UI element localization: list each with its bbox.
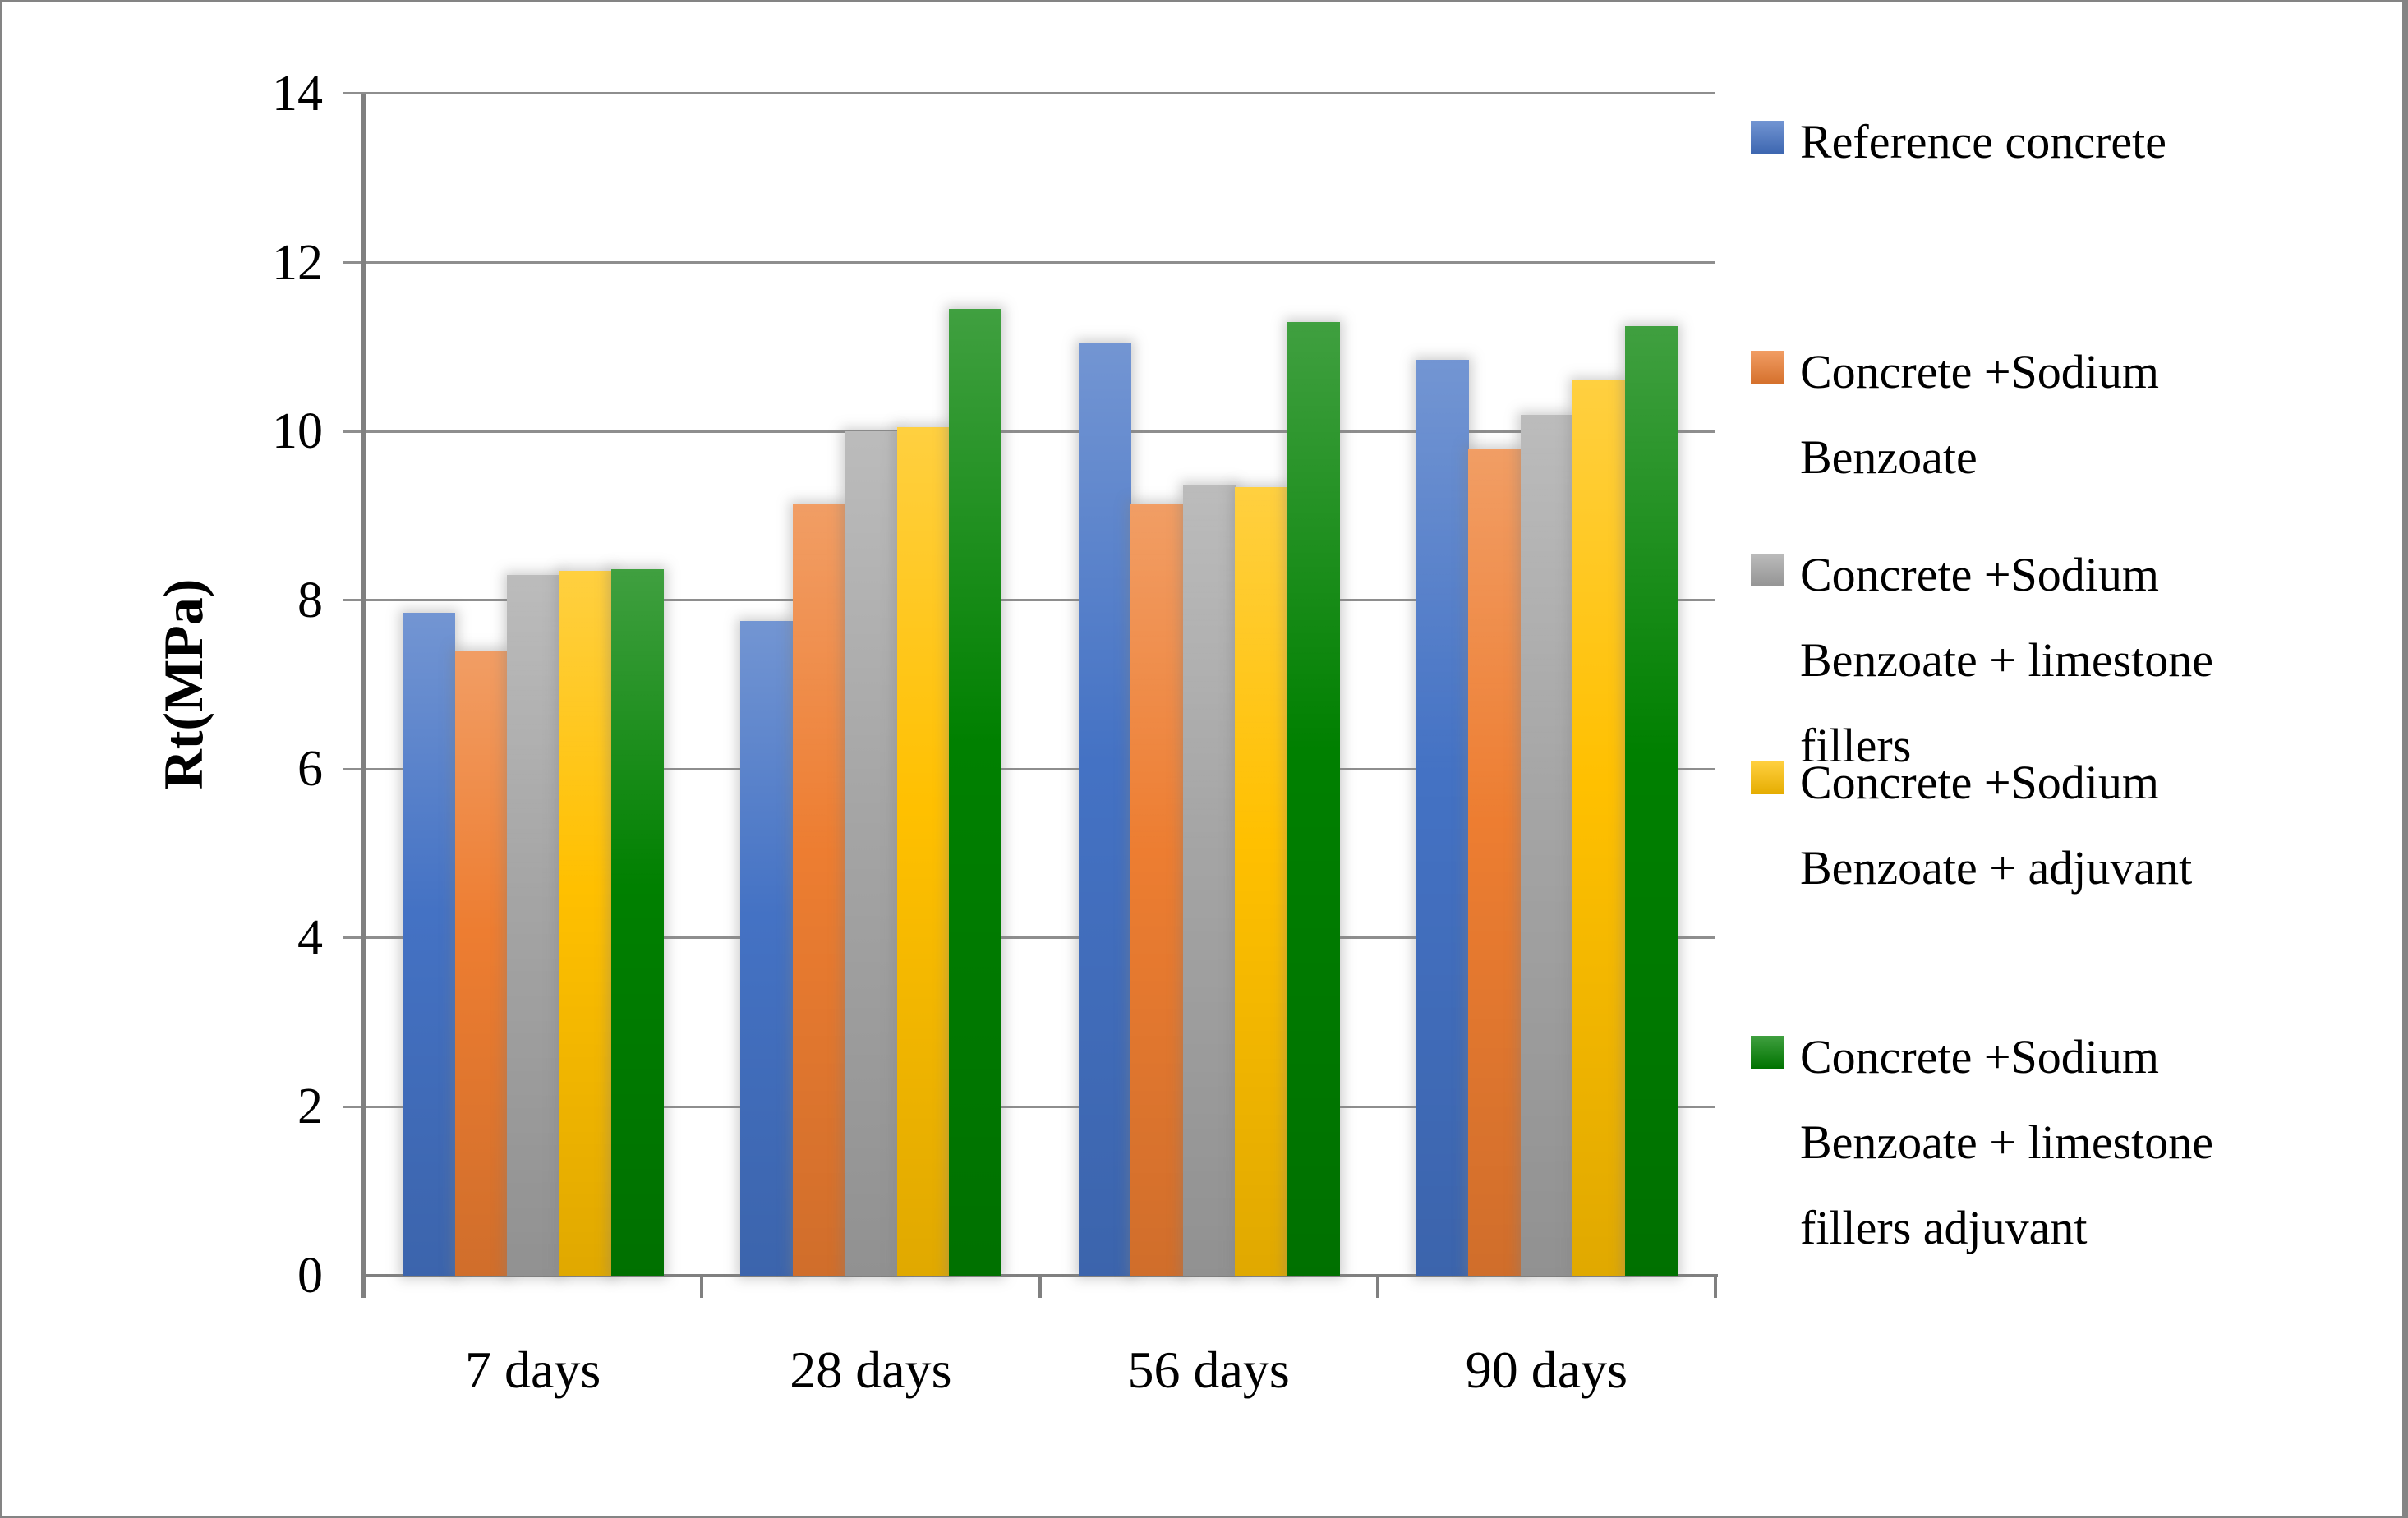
legend-label-series4: Concrete +Sodium Benzoate + adjuvant (1800, 740, 2392, 911)
legend-label-series3: Concrete +Sodium Benzoate + limestone fill… (1800, 532, 2392, 789)
legend-swatch-series5 (1751, 1036, 1784, 1069)
x-axis-tick (1375, 1276, 1379, 1298)
y-tick-label-14: 14 (272, 65, 323, 122)
y-tick-label-8: 8 (297, 572, 323, 628)
x-axis-tick (700, 1276, 704, 1298)
y-tick-label-6: 6 (297, 741, 323, 798)
gridline-6 (343, 767, 1715, 770)
x-axis-label-90-days: 90 days (1465, 1341, 1628, 1399)
gridline-4 (343, 936, 1715, 940)
y-axis-line (361, 93, 366, 1298)
x-axis-label-7-days: 7 days (464, 1341, 601, 1399)
legend-label-series1: Reference concrete (1800, 99, 2392, 185)
legend-label-line: Benzoate + adjuvant (1800, 841, 2193, 895)
y-tick-label-0: 0 (297, 1248, 323, 1304)
gridline-2 (343, 1105, 1715, 1108)
y-tick-label-2: 2 (297, 1079, 323, 1135)
legend-label-line: Reference concrete (1800, 115, 2166, 168)
legend-swatch-series3 (1751, 554, 1784, 586)
legend-label-line: Concrete +Sodium (1800, 756, 2160, 809)
legend-swatch-series2 (1751, 351, 1784, 384)
bar-series1-56-days (1078, 343, 1131, 1276)
bar-series2-28-days (792, 503, 845, 1276)
legend-label-line: Concrete +Sodium (1800, 548, 2160, 601)
gridline-8 (343, 599, 1715, 602)
bar-series1-7-days (403, 613, 455, 1276)
bar-series3-56-days (1182, 484, 1236, 1276)
bar-series1-90-days (1416, 359, 1469, 1276)
bar-series5-28-days (949, 309, 1002, 1276)
bar-series5-56-days (1287, 321, 1340, 1276)
bar-series3-90-days (1520, 414, 1573, 1276)
bar-series3-7-days (507, 574, 559, 1276)
legend-label-line: Benzoate (1800, 430, 1978, 484)
legend-swatch-series4 (1751, 761, 1784, 794)
legend-label-line: Concrete +Sodium (1800, 345, 2160, 398)
x-axis-tick (1038, 1276, 1042, 1298)
x-axis-tick (1714, 1276, 1717, 1298)
legend-swatch-series1 (1751, 121, 1784, 154)
gridline-12 (343, 261, 1715, 264)
legend-label-line: fillers adjuvant (1800, 1201, 2088, 1254)
bar-series4-56-days (1235, 486, 1287, 1276)
gridline-14 (343, 92, 1715, 95)
legend-label-line: Benzoate + limestone (1800, 633, 2213, 687)
legend-label-line: Concrete +Sodium (1800, 1030, 2160, 1083)
bar-series2-90-days (1468, 448, 1522, 1276)
y-tick-label-4: 4 (297, 909, 323, 966)
bar-series2-7-days (454, 651, 508, 1276)
y-tick-label-12: 12 (272, 234, 323, 291)
gridline-10 (343, 430, 1715, 433)
legend-label-line: Benzoate + limestone (1800, 1116, 2213, 1169)
bar-series4-28-days (896, 427, 950, 1276)
bar-series4-90-days (1572, 380, 1626, 1276)
x-axis-tick (362, 1276, 366, 1298)
bar-series1-28-days (740, 621, 794, 1276)
x-axis-label-56-days: 56 days (1127, 1341, 1290, 1399)
legend-label-series5: Concrete +Sodium Benzoate + limestone fill… (1800, 1014, 2392, 1271)
bar-series3-28-days (845, 431, 898, 1276)
bar-series5-90-days (1624, 325, 1678, 1276)
legend-label-line: fillers (1800, 719, 1912, 772)
bar-series4-7-days (559, 570, 612, 1276)
y-tick-label-10: 10 (272, 403, 323, 460)
legend-label-series2: Concrete +Sodium Benzoate (1800, 329, 2392, 500)
bar-series2-56-days (1130, 503, 1183, 1276)
bar-series5-7-days (611, 568, 664, 1276)
x-axis-label-28-days: 28 days (790, 1341, 952, 1399)
